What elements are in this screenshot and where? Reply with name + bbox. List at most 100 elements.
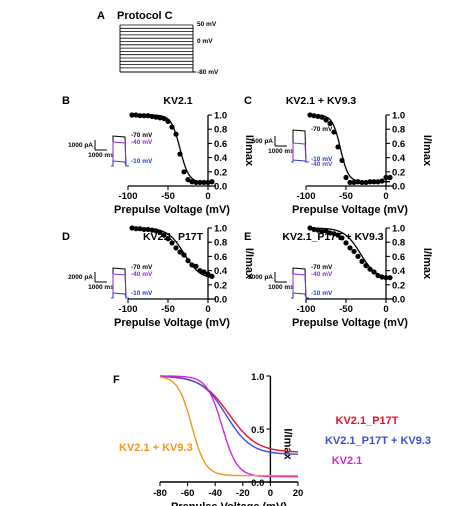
data-point-b — [181, 169, 187, 175]
current-trace-c — [291, 159, 309, 163]
data-point-d — [177, 249, 183, 255]
data-point-c — [359, 179, 365, 186]
data-point-e — [311, 226, 317, 233]
series-line-kv2-1-kv9-3 — [159, 376, 298, 477]
data-point-c — [363, 179, 369, 186]
x-tick-label-c: -50 — [339, 191, 353, 202]
y-tick-label-c: 0.0 — [392, 182, 405, 193]
x-tick-label-c: -100 — [296, 191, 315, 202]
y-tick-label-d: 0.0 — [214, 295, 227, 306]
y-tick-label-b: 0.0 — [214, 182, 227, 193]
chart-title-b: KV2.1 — [163, 95, 192, 107]
data-point-d — [161, 232, 167, 238]
y-tick-label-b: 1.0 — [214, 111, 227, 122]
y-tick-label-c: 0.2 — [392, 167, 405, 178]
data-point-b — [129, 112, 135, 118]
data-point-c — [379, 178, 385, 184]
x-axis-label-f: Prepulse Voltage (mV) — [171, 501, 287, 506]
data-point-b — [169, 124, 175, 130]
x-tick-label-b: 0 — [205, 191, 210, 202]
data-point-b — [153, 114, 159, 120]
data-point-e — [383, 275, 389, 281]
data-point-e — [319, 228, 325, 235]
x-axis-label-c: Prepulse Voltage (mV) — [292, 204, 408, 216]
data-point-d — [189, 262, 195, 268]
y-tick-label-b: 0.6 — [214, 139, 227, 150]
data-point-e — [387, 275, 393, 281]
data-point-d — [169, 240, 175, 246]
data-point-c — [371, 179, 377, 185]
y-tick-label-c: 1.0 — [392, 111, 405, 122]
data-point-e — [367, 266, 373, 272]
data-point-e — [351, 248, 357, 255]
scale-current-label-e: 2000 pA — [248, 274, 273, 281]
scale-time-label-e: 1000 ms — [268, 284, 294, 291]
x-axis-label-b: Prepulse Voltage (mV) — [114, 204, 230, 216]
data-point-d — [137, 226, 143, 232]
y-axis-label-c: I/Imax — [421, 135, 433, 167]
data-point-b — [165, 118, 171, 124]
data-point-e — [371, 269, 377, 275]
protocol-diagram — [119, 24, 196, 73]
data-point-c — [335, 144, 341, 150]
data-point-c — [383, 174, 389, 181]
legend-label-2: KV2.1 — [332, 455, 363, 467]
y-axis-label-b: I/Imax — [243, 135, 255, 167]
y-tick-label-e: 1.0 — [392, 224, 405, 235]
data-point-b — [209, 179, 215, 185]
data-point-b — [141, 113, 147, 119]
data-point-d — [209, 273, 215, 279]
panel-label-d: D — [62, 231, 70, 243]
data-point-e — [379, 274, 385, 280]
chart-title-e: KV2.1_P17T + KV9.3 — [282, 231, 383, 243]
data-point-e — [359, 258, 365, 264]
scale-time-label-c: 1000 ms — [268, 148, 294, 155]
panel-label-c: C — [244, 95, 252, 107]
data-point-e — [307, 225, 313, 231]
data-point-b — [201, 179, 207, 186]
data-point-b — [161, 115, 167, 122]
scale-current-label-d: 2000 pA — [68, 274, 93, 281]
data-point-c — [319, 114, 325, 120]
data-point-b — [205, 179, 211, 186]
x-tick-label-f: 0 — [268, 488, 273, 499]
data-point-c — [315, 113, 321, 120]
y-tick-label-c: 0.8 — [392, 125, 405, 136]
fit-curve-c — [310, 114, 390, 183]
data-point-d — [153, 228, 159, 234]
trace-label-b: -70 mV — [131, 132, 153, 139]
x-tick-label-f: -40 — [208, 488, 222, 499]
x-tick-label-f: -20 — [236, 488, 250, 499]
data-point-c — [323, 117, 329, 123]
data-point-d — [145, 226, 151, 233]
x-tick-label-d: -100 — [118, 304, 137, 315]
y-tick-label-c: 0.6 — [392, 139, 405, 150]
series-line-kv2-1 — [160, 375, 298, 478]
data-point-d — [157, 229, 163, 235]
data-point-b — [137, 113, 143, 119]
data-point-e — [355, 253, 361, 259]
data-point-e — [315, 227, 321, 233]
data-point-b — [149, 113, 155, 120]
y-tick-label-f: 1.0 — [251, 372, 264, 383]
data-point-c — [375, 179, 381, 185]
scale-current-label-b: 1000 pA — [68, 142, 93, 149]
trace-label-c: -40 mV — [311, 161, 333, 168]
data-point-e — [339, 235, 345, 241]
current-trace-e — [291, 292, 309, 299]
x-tick-label-b: -50 — [161, 191, 175, 202]
x-tick-label-e: -100 — [296, 304, 315, 315]
y-tick-label-e: 0.2 — [392, 280, 405, 291]
data-point-e — [331, 231, 337, 237]
y-tick-label-d: 0.8 — [214, 238, 227, 249]
data-point-b — [157, 115, 163, 121]
data-point-d — [197, 268, 203, 274]
series-line-kv2-1-p17t-kv9-3 — [160, 375, 298, 455]
data-point-c — [347, 179, 353, 186]
series-line-kv2-1-p17t — [160, 375, 298, 453]
trace-label-e: -70 mV — [311, 264, 333, 271]
y-tick-label-e: 0.0 — [392, 295, 405, 306]
data-point-c — [331, 129, 337, 135]
y-tick-label-e: 0.8 — [392, 238, 405, 249]
